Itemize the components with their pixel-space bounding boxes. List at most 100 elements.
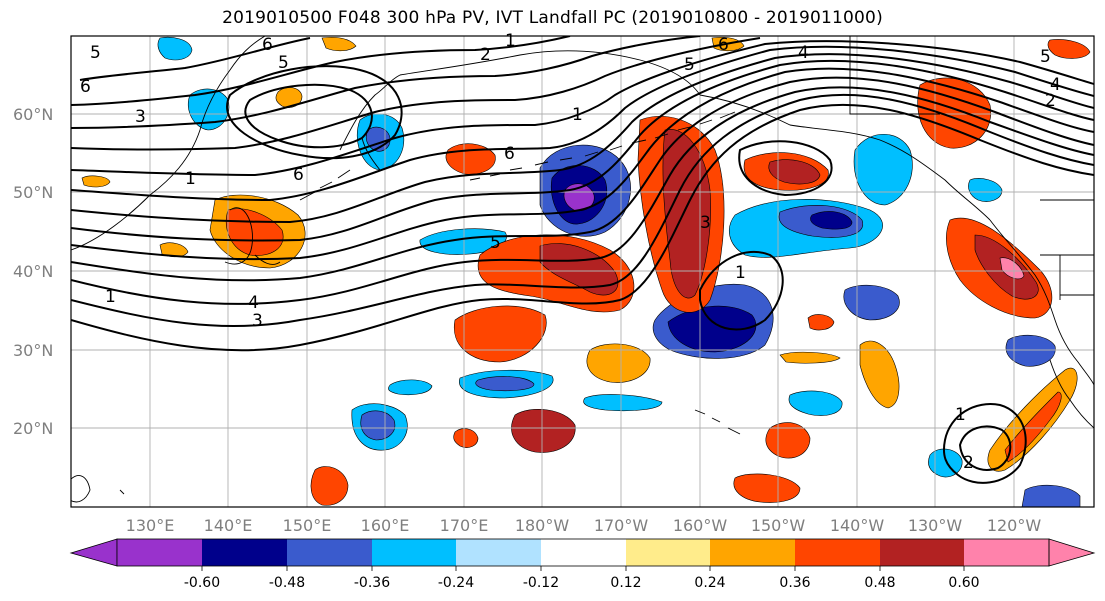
- colorbar-seg-9: [795, 539, 880, 566]
- colorbar-seg-5: [456, 539, 541, 566]
- cb-label-6: 0.12: [610, 575, 641, 591]
- contour-12: [71, 37, 761, 151]
- pos-blob-s14: [807, 314, 835, 331]
- neg-blob-alaska: [853, 134, 913, 206]
- colorbar-frame: [116, 538, 1050, 567]
- neg-blob-sm2: [788, 390, 843, 416]
- pos-blob-s3: [586, 343, 651, 383]
- lon-label-170w: 170°W: [594, 516, 649, 535]
- contour-label-6d: 6: [504, 144, 515, 164]
- contour-sub-low: [942, 403, 1027, 484]
- contour-label-5e: 5: [1040, 47, 1051, 67]
- colorbar-seg-2: [202, 539, 287, 566]
- neg-blob-ak-coast: [968, 178, 1003, 202]
- contour-label-6c: 6: [293, 165, 304, 185]
- pos-blob-trough-core: [662, 129, 711, 299]
- colorbar-seg-1: [117, 539, 202, 566]
- contour-label-2b: 2: [963, 453, 974, 473]
- contour-14: [71, 36, 571, 106]
- neg-blob-band-peak: [810, 211, 853, 230]
- lon-label-130w: 130°W: [908, 516, 963, 535]
- lon-label-130e: 130°E: [126, 516, 175, 535]
- contour-13: [71, 36, 701, 129]
- cb-label-1: -0.60: [184, 575, 220, 591]
- pos-blob-s15: [81, 175, 111, 188]
- pos-blob-coast-peak: [999, 257, 1025, 280]
- cb-label-10: 0.60: [948, 575, 979, 591]
- colorbar-seg-4: [372, 539, 456, 566]
- neg-blob-sm3: [388, 379, 433, 396]
- coast-baja: [1049, 359, 1094, 429]
- contour-label-4b: 4: [798, 43, 809, 63]
- map-title: 2019010500 F048 300 hPa PV, IVT Landfall…: [222, 8, 883, 28]
- contour-trough-loop: [699, 250, 784, 331]
- contour-4: [71, 93, 1094, 328]
- contour-label-1c: 1: [505, 31, 516, 51]
- lon-label-170e: 170°E: [440, 516, 489, 535]
- pos-blob-s10: [275, 87, 303, 108]
- lon-axis: 130°E 140°E 150°E 160°E 170°E 180°W 170°…: [126, 516, 1042, 535]
- pos-blob-s17: [779, 351, 841, 364]
- colorbar-seg-10: [880, 539, 964, 566]
- contour-label-2a: 2: [480, 45, 491, 65]
- contour-high-w: [226, 65, 403, 160]
- contour-label-4a: 4: [248, 293, 259, 313]
- pos-blob-central-west-core: [539, 243, 619, 296]
- contour-9: [71, 53, 1094, 224]
- contour-8: [71, 59, 1094, 242]
- contour-label-1d: 1: [572, 105, 583, 125]
- cb-label-4: -0.24: [438, 575, 474, 591]
- pos-blob-s11: [321, 36, 357, 52]
- contour-label-3a: 3: [135, 107, 146, 127]
- contour-label-6e: 6: [718, 35, 729, 55]
- neg-blob-nw1: [157, 37, 193, 61]
- contour-label-5c: 5: [490, 233, 501, 253]
- cb-label-2: -0.48: [269, 575, 305, 591]
- neg-blob-sm1: [583, 394, 663, 412]
- lon-label-160w: 160°W: [673, 516, 728, 535]
- coast-north-america: [989, 219, 1094, 386]
- contour-label-1b: 1: [105, 287, 116, 307]
- pos-blob-gulf-core: [768, 159, 821, 185]
- neg-blob-se-corner: [1021, 484, 1081, 507]
- pos-blob-s13: [453, 428, 479, 448]
- cb-label-3: -0.36: [354, 575, 390, 591]
- contour-10: [71, 45, 1094, 202]
- plot-frame: [70, 35, 1095, 508]
- colorbar-seg-3: [287, 539, 372, 566]
- pos-blob-s2: [511, 409, 576, 453]
- colorbar-extend-min: [69, 538, 118, 567]
- lon-label-120w: 120°W: [987, 516, 1042, 535]
- colorbar-seg-6: [541, 539, 626, 566]
- pos-blob-s5: [859, 340, 900, 409]
- cb-label-8: 0.36: [779, 575, 810, 591]
- colorbar-extend-max: [1048, 538, 1096, 567]
- contour-label-5b: 5: [278, 53, 289, 73]
- lat-label-60n: 60°N: [13, 105, 53, 124]
- pos-blob-s16: [1047, 39, 1091, 59]
- colorbar-labels: -0.60 -0.48 -0.36 -0.24 -0.12 0.12 0.24 …: [184, 575, 980, 591]
- lat-label-30n: 30°N: [13, 341, 53, 360]
- coast-kamchatka: [339, 74, 401, 171]
- contour-label-6a: 6: [80, 77, 91, 97]
- lon-label-160e: 160°E: [361, 516, 410, 535]
- contour-7: [71, 67, 1094, 261]
- contour-sub-low-inner: [958, 425, 1012, 471]
- contour-label-1a: 1: [185, 169, 196, 189]
- lat-label-50n: 50°N: [13, 183, 53, 202]
- contour-label-5d: 5: [684, 55, 695, 75]
- neg-blob-south2-core: [475, 376, 535, 392]
- pv-shading: [81, 36, 1091, 507]
- contour-5: [71, 86, 1094, 305]
- cb-label-5: -0.12: [523, 575, 559, 591]
- lat-label-20n: 20°N: [13, 419, 53, 438]
- pv-contours: [71, 36, 1094, 484]
- contour-high-w2: [244, 83, 373, 149]
- lon-label-140w: 140°W: [830, 516, 885, 535]
- contour-label-1e: 1: [735, 263, 746, 283]
- contour-label-4c: 4: [1050, 75, 1061, 95]
- coast-alaska: [699, 94, 991, 221]
- contour-label-3c: 3: [700, 213, 711, 233]
- colorbar-ticks: [201, 566, 965, 571]
- neg-blob-south1-core: [360, 410, 396, 441]
